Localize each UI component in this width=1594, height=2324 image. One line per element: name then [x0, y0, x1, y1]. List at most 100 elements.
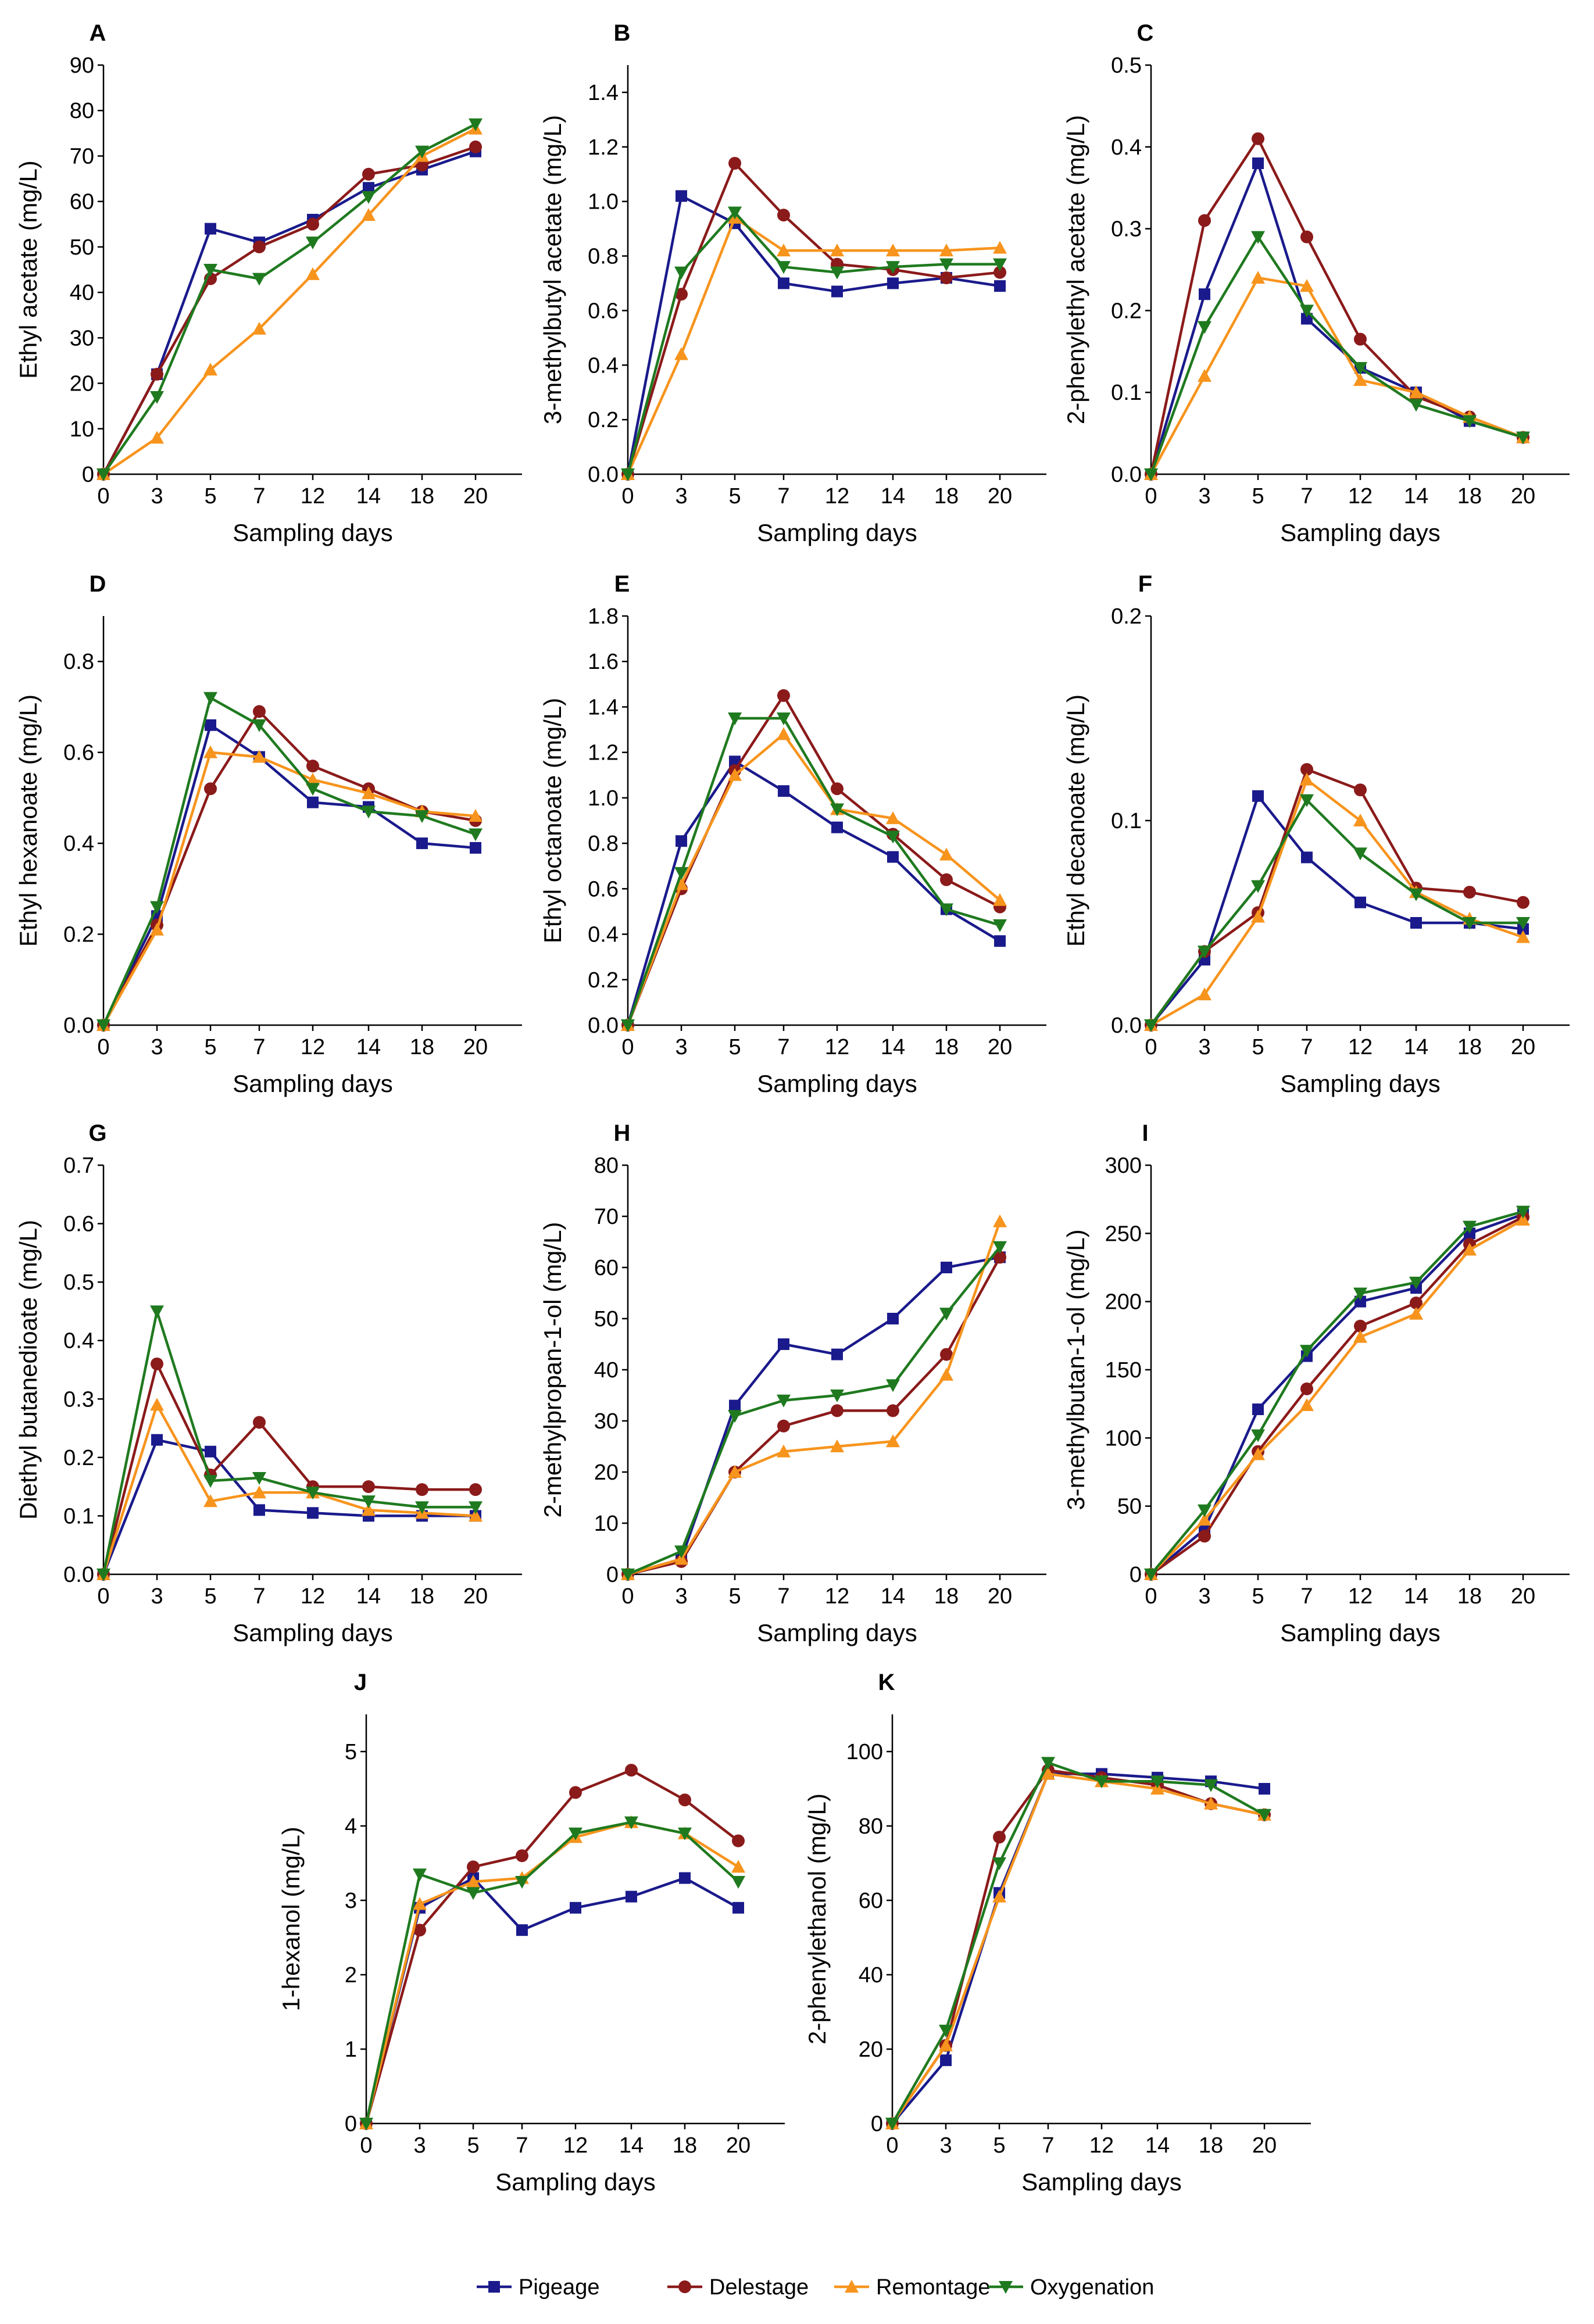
x-tick-label: 20 [463, 1584, 488, 1609]
data-point [1251, 271, 1266, 284]
data-point [885, 811, 900, 825]
y-tick-label: 4 [345, 1814, 357, 1839]
data-point [831, 285, 843, 298]
data-point [777, 1419, 790, 1433]
data-point [625, 1890, 637, 1903]
x-tick-label: 5 [204, 1584, 216, 1609]
y-tick-label: 250 [1105, 1222, 1142, 1246]
series-line [102, 751, 476, 1026]
series-line [626, 733, 1001, 1026]
data-point [361, 208, 376, 221]
x-tick-label: 20 [463, 1035, 488, 1059]
data-point [1144, 1019, 1158, 1032]
data-point [150, 1305, 165, 1319]
series-line [1150, 1210, 1524, 1575]
data-point [939, 2038, 953, 2051]
y-tick-label: 100 [1105, 1426, 1142, 1451]
data-point [992, 1857, 1007, 1870]
data-point [151, 367, 164, 381]
data-point [624, 1764, 638, 1777]
data-point [674, 866, 689, 880]
data-point [97, 1569, 110, 1581]
data-point [1462, 917, 1477, 930]
x-tick-label: 20 [1511, 484, 1535, 509]
y-tick-label: 0.8 [588, 245, 619, 269]
y-tick-label: 5 [345, 1740, 357, 1764]
data-point [994, 280, 1006, 292]
legend-marker [488, 2281, 500, 2293]
x-tick-label: 3 [1198, 1035, 1210, 1059]
data-point [674, 1552, 689, 1565]
x-tick-label: 14 [1404, 1584, 1428, 1609]
x-tick-label: 3 [675, 1035, 687, 1059]
y-tick-label: 1.2 [588, 135, 619, 160]
data-point [1198, 946, 1212, 959]
data-point [1462, 1242, 1477, 1256]
x-tick-label: 12 [1089, 2133, 1114, 2158]
data-point [993, 1241, 1007, 1254]
data-point [1203, 1779, 1218, 1792]
y-tick-label: 0.2 [1111, 604, 1142, 629]
data-point [776, 712, 791, 725]
x-tick-label: 18 [410, 1584, 434, 1609]
data-point [1353, 361, 1367, 375]
data-point [203, 745, 218, 758]
x-axis-label: Sampling days [757, 519, 917, 546]
data-point [469, 1509, 483, 1522]
y-tick-label: 200 [1105, 1290, 1142, 1315]
data-point [1409, 1306, 1423, 1320]
y-tick-label: 0 [82, 463, 94, 487]
panel-letter: C [1137, 20, 1154, 46]
series-line [102, 127, 477, 475]
y-tick-label: 0 [345, 2112, 357, 2136]
panel-a: A 0 10 20 30 40 50 60 70 80 90 0 3 5 7 12 14 18 20 Sampling… [15, 20, 522, 546]
data-point [1409, 385, 1423, 399]
data-point [1198, 1504, 1212, 1517]
y-axis-label: Ethyl hexanoate (mg/L) [15, 694, 42, 947]
y-tick-label: 0.4 [63, 1329, 94, 1353]
x-tick-label: 5 [1252, 484, 1264, 509]
data-point [728, 1410, 742, 1423]
y-tick-label: 50 [594, 1307, 619, 1331]
data-point [306, 267, 320, 280]
data-point [1409, 1297, 1423, 1310]
data-point [993, 241, 1007, 254]
y-axis-label: Ethyl acetate (mg/L) [15, 160, 42, 379]
data-point [252, 273, 266, 286]
y-tick-label: 60 [859, 1889, 883, 1913]
y-tick-label: 0.6 [63, 741, 94, 765]
data-point [1259, 1783, 1271, 1795]
data-point [777, 785, 789, 797]
y-axis-label: 2-methylpropan-1-ol (mg/L) [539, 1222, 566, 1518]
data-point [1410, 917, 1422, 929]
series-line [102, 150, 476, 475]
data-point [1354, 1319, 1367, 1333]
x-tick-label: 18 [1199, 2133, 1223, 2158]
x-tick-label: 7 [1042, 2133, 1054, 2158]
series-remontage [1144, 1212, 1531, 1580]
x-axis-label: Sampling days [1280, 519, 1440, 546]
data-point [939, 847, 953, 861]
y-tick-label: 1.2 [588, 741, 619, 765]
panel-e: E 0.0 0.2 0.4 0.6 0.8 1.0 1.2 1.4 1.6 1.8 0 3 5 7 12 14 1… [539, 571, 1046, 1097]
data-point [306, 783, 320, 796]
y-tick-label: 1.8 [588, 604, 619, 629]
panel-letter: G [88, 1120, 106, 1146]
x-tick-label: 5 [204, 484, 216, 509]
series-delestage [1145, 763, 1530, 1032]
data-point [515, 1849, 528, 1863]
legend-label: Remontage [876, 2275, 990, 2300]
x-tick-label: 5 [993, 2133, 1005, 2158]
series-line [626, 717, 1000, 1026]
data-point [252, 1485, 266, 1499]
x-tick-label: 3 [1198, 484, 1210, 509]
y-tick-label: 0.5 [1111, 53, 1142, 78]
data-point [307, 796, 319, 808]
data-point [413, 1924, 427, 1937]
x-axis-label: Sampling days [495, 2168, 655, 2196]
y-axis-label: 2-phenylethyl acetate (mg/L) [1062, 115, 1089, 424]
data-point [469, 1501, 483, 1514]
data-point [253, 1504, 265, 1516]
x-tick-label: 18 [934, 484, 959, 509]
x-tick-label: 20 [726, 2133, 750, 2158]
